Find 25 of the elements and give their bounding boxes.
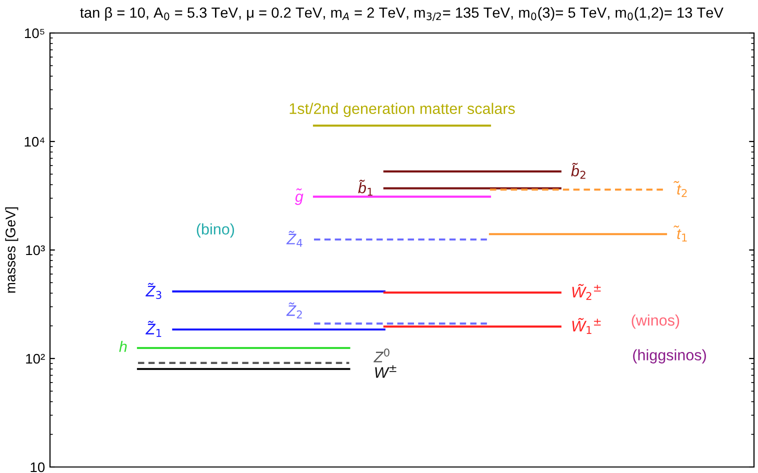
series-label: Z̃$_{1}$ bbox=[146, 320, 162, 337]
annotation: (higgsinos) bbox=[633, 349, 706, 364]
y-tick-label: 10⁵ bbox=[24, 28, 44, 38]
series-label: W$^{±}$ bbox=[375, 365, 396, 378]
series-label: b̃$_{2}$ bbox=[571, 162, 586, 179]
series-label: t̃$_{2}$ bbox=[673, 181, 687, 197]
y-tick-label: 10² bbox=[26, 354, 45, 364]
chart-title: tan β = 10, A$_{0}$ = 5.3 TeV, μ = 0.2 TeV, m$_{A}$ = 2 TeV, m$_{3/2}$= 135 TeV, m$_{0}$(3)= 5 TeV, m$_{0}$(1,2)= 13 TeV bbox=[80, 7, 724, 22]
series-label: Z̃$_{4}$ bbox=[286, 230, 302, 247]
series-label: W̃$_{2}$$^{±}$ bbox=[572, 284, 601, 300]
annotation: (bino) bbox=[196, 223, 234, 238]
series-label: Z̃$_{2}$ bbox=[286, 302, 302, 318]
series-label: h bbox=[119, 340, 127, 352]
series-label: Z̃$_{3}$ bbox=[146, 282, 162, 299]
annotation: (winos) bbox=[632, 314, 680, 329]
y-tick-label: 10³ bbox=[26, 245, 45, 256]
y-axis-title: masses [GeV] bbox=[5, 207, 18, 293]
series-label: Z$^{0}$ bbox=[374, 348, 390, 362]
series-label: t̃$_{1}$ bbox=[673, 226, 687, 242]
series-label: b̃$_{1}$ bbox=[358, 180, 372, 196]
series-label: W̃$_{1}$$^{±}$ bbox=[572, 318, 601, 334]
series-label: 1st/2nd generation matter scalars bbox=[290, 102, 515, 118]
series-label: g̃ bbox=[294, 188, 304, 205]
y-tick-label: 10⁴ bbox=[24, 136, 44, 147]
y-tick-label: 10 bbox=[30, 462, 45, 472]
